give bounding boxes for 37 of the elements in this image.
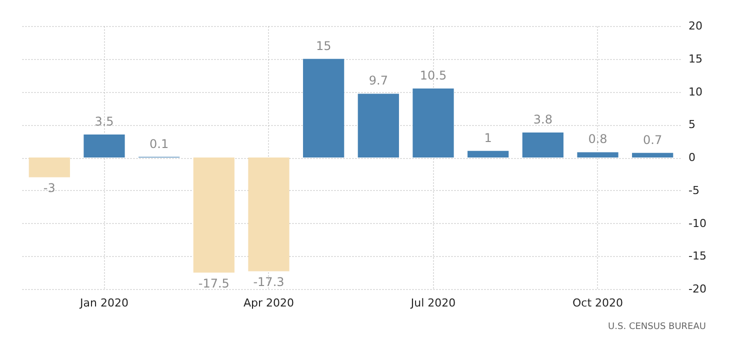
y-tick-label: -20 — [688, 282, 706, 296]
data-label: 9.7 — [368, 74, 388, 88]
x-tick-label: Jul 2020 — [410, 296, 456, 310]
bar — [522, 132, 564, 158]
data-label: -3 — [43, 181, 56, 196]
bar — [577, 152, 618, 158]
x-tick-label: Apr 2020 — [243, 296, 294, 310]
x-tick-label: Jan 2020 — [79, 296, 128, 310]
data-label: 0.8 — [588, 132, 608, 146]
y-tick-label: 15 — [688, 52, 702, 66]
data-label: 10.5 — [420, 68, 447, 82]
bar — [303, 58, 344, 158]
bar — [468, 150, 509, 158]
bar — [84, 134, 125, 158]
y-tick-label: 0 — [688, 151, 696, 164]
data-label: 0.7 — [643, 132, 662, 147]
bar — [358, 94, 399, 158]
data-label: 3.8 — [533, 112, 552, 127]
data-label: 0.1 — [150, 136, 169, 151]
y-tick-label: -10 — [688, 216, 706, 230]
y-tick-label: 10 — [688, 85, 702, 98]
y-tick-label: -5 — [688, 184, 700, 197]
x-tick-label: Oct 2020 — [572, 296, 624, 310]
y-tick-label: 20 — [688, 20, 702, 32]
bar — [248, 158, 290, 272]
bar — [412, 88, 454, 158]
bar — [28, 158, 70, 178]
data-label: -17.3 — [253, 275, 284, 290]
bar — [193, 158, 234, 273]
data-label: 15 — [316, 38, 332, 53]
data-label: -17.5 — [198, 276, 230, 291]
y-tick-label: -15 — [688, 250, 706, 263]
data-label: 1 — [484, 130, 492, 145]
data-label: 3.5 — [94, 114, 114, 128]
text: U.S. CENSUS BUREAU — [608, 322, 706, 332]
y-tick-label: 5 — [688, 118, 696, 132]
bar — [632, 152, 674, 158]
